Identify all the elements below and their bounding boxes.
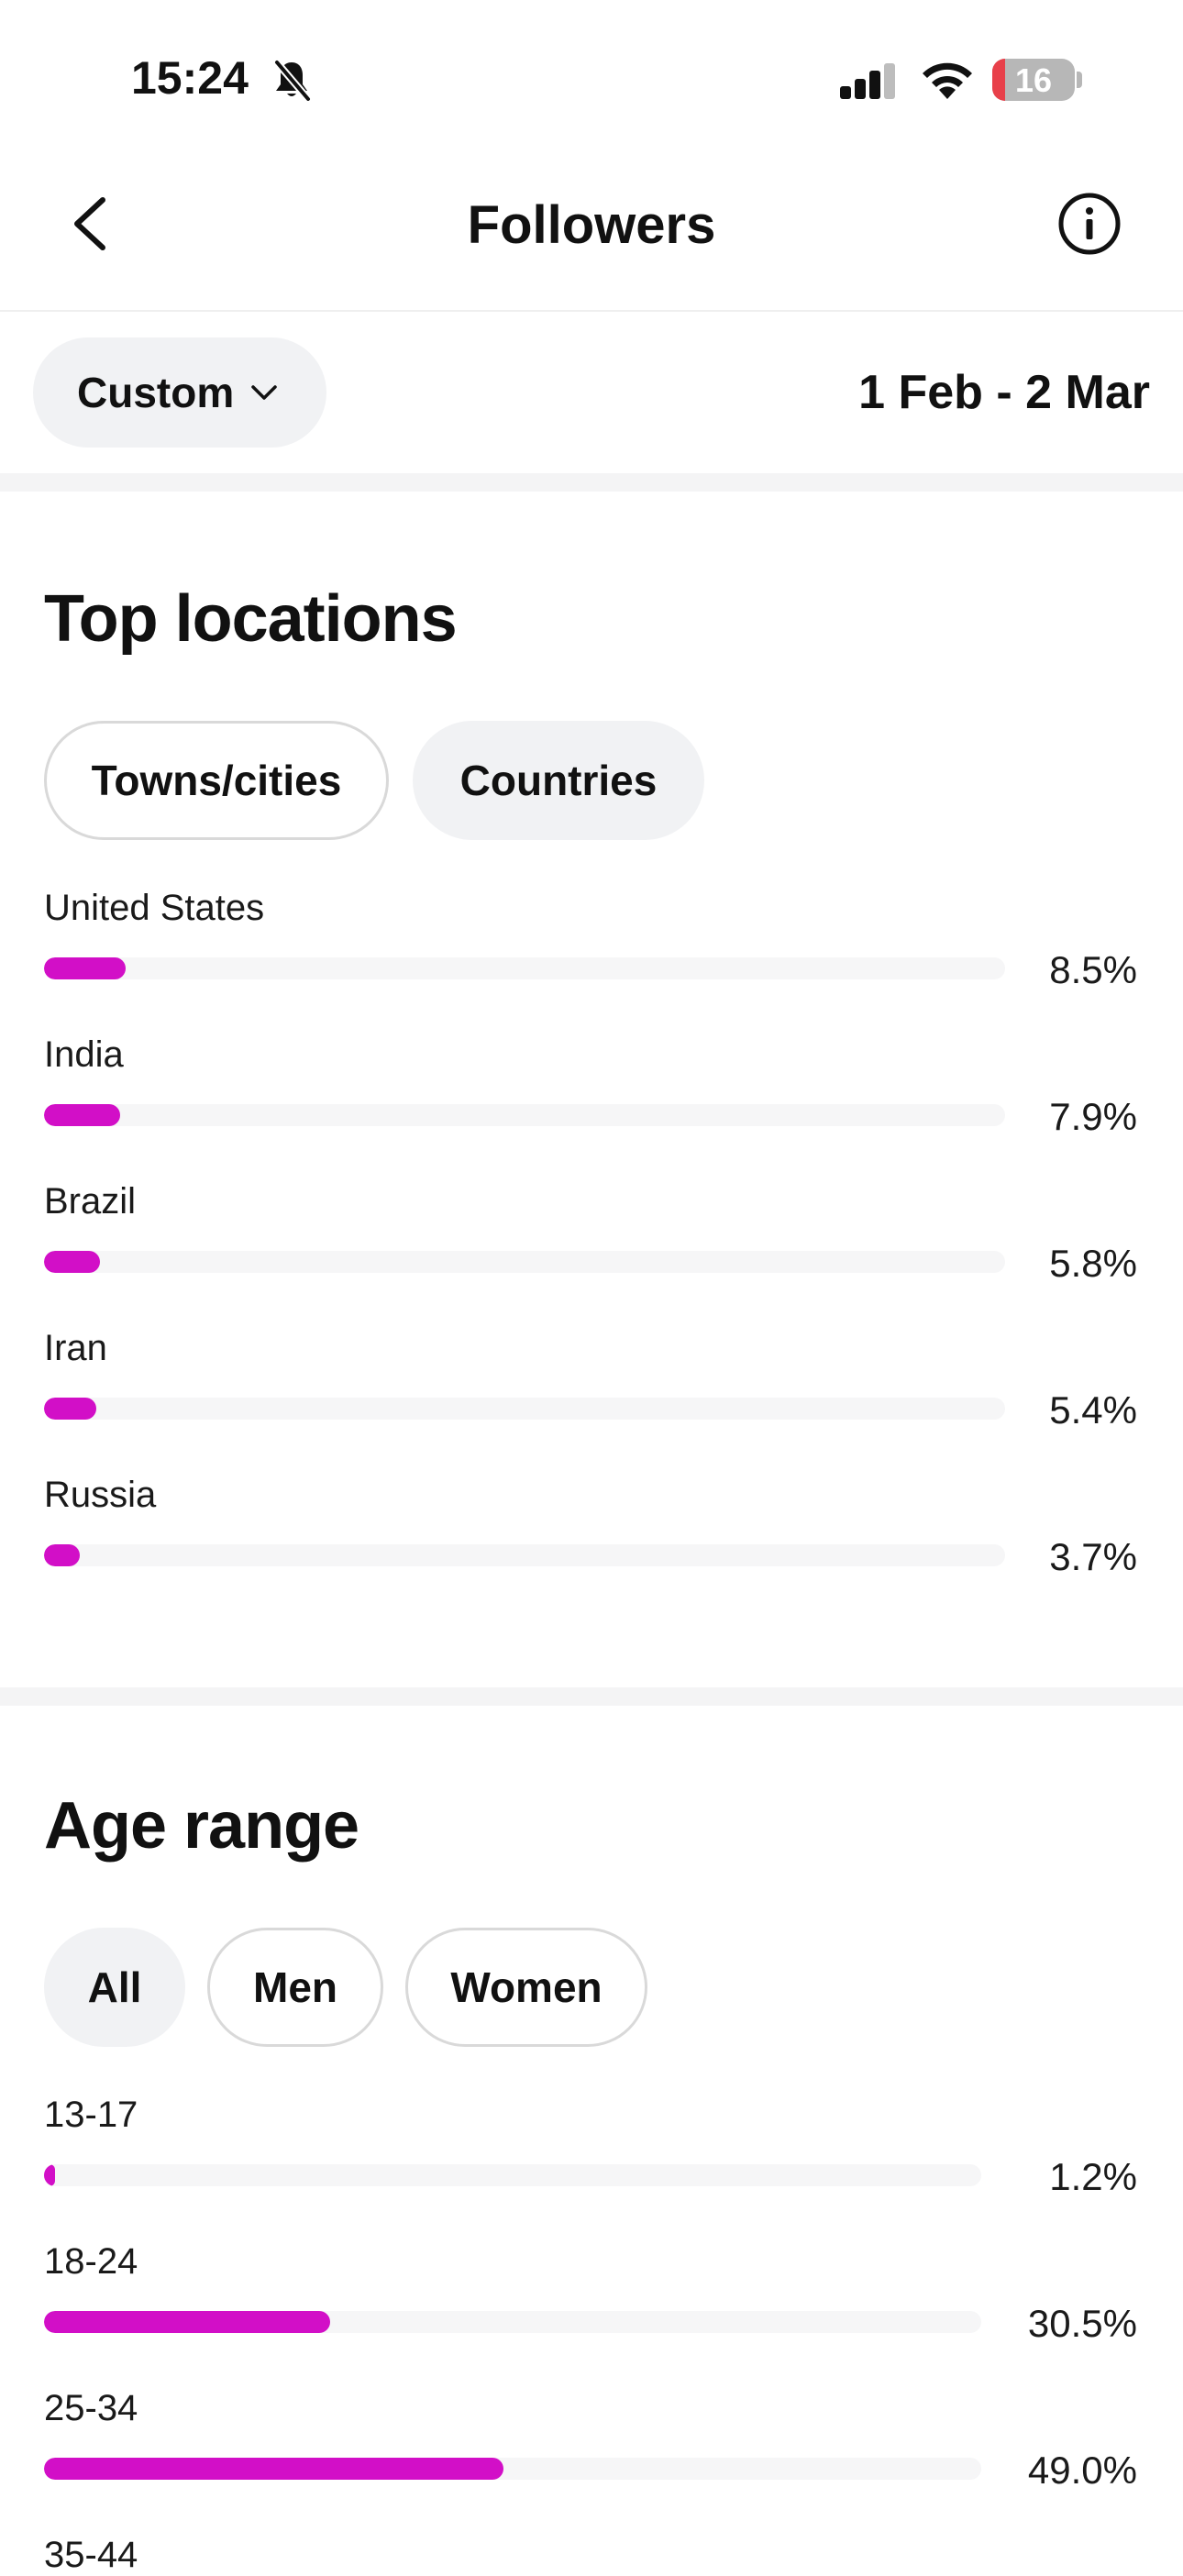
age-bar <box>44 2311 330 2333</box>
age-value: 30.5% <box>1027 2302 1137 2345</box>
battery-cap <box>1077 72 1082 88</box>
status-time: 15:24 <box>131 52 249 104</box>
info-icon[interactable] <box>1057 192 1122 256</box>
date-range-dropdown[interactable]: Custom <box>33 337 326 448</box>
battery-level: 16 <box>1014 61 1053 99</box>
bell-slash-icon <box>273 60 312 101</box>
location-label: United States <box>44 888 265 928</box>
tab-towns-cities[interactable]: Towns/cities <box>44 721 389 840</box>
location-label: Iran <box>44 1328 107 1368</box>
age-bar <box>44 2164 56 2186</box>
age-value: 49.0% <box>1027 2449 1137 2492</box>
age-label: 25-34 <box>44 2388 138 2428</box>
age-label: 13-17 <box>44 2095 138 2135</box>
date-range-text: 1 Feb - 2 Mar <box>858 366 1150 419</box>
page-title: Followers <box>467 195 716 255</box>
tab-all[interactable]: All <box>44 1928 185 2047</box>
wifi-icon <box>923 62 972 99</box>
location-bar <box>44 1544 80 1566</box>
location-bar-track <box>44 1251 1005 1273</box>
age-label: 35-44 <box>44 2535 138 2575</box>
location-value: 3.7% <box>1049 1535 1137 1578</box>
location-bar-track <box>44 1544 1005 1566</box>
age-label: 18-24 <box>44 2241 138 2282</box>
location-label: Brazil <box>44 1181 137 1222</box>
location-bar <box>44 1398 96 1420</box>
tab-countries[interactable]: Countries <box>413 721 704 840</box>
age-bar <box>44 2458 503 2480</box>
tab-women[interactable]: Women <box>405 1928 647 2047</box>
location-value: 7.9% <box>1049 1095 1137 1138</box>
location-bar-track <box>44 957 1005 979</box>
header-divider <box>0 310 1183 312</box>
section-divider <box>0 473 1183 492</box>
top-locations-title: Top locations <box>44 582 458 656</box>
location-value: 5.8% <box>1049 1242 1137 1285</box>
date-range-dropdown-label: Custom <box>77 369 235 416</box>
location-value: 8.5% <box>1049 948 1137 991</box>
location-value: 5.4% <box>1049 1388 1137 1432</box>
back-chevron-icon[interactable] <box>66 194 112 253</box>
location-bar-track <box>44 1104 1005 1126</box>
location-bar <box>44 1104 120 1126</box>
cellular-signal-icon <box>840 63 895 99</box>
location-bar-track <box>44 1398 1005 1420</box>
battery-icon: 16 <box>992 59 1075 101</box>
location-bar <box>44 957 127 979</box>
location-label: Russia <box>44 1475 157 1515</box>
location-bar <box>44 1251 100 1273</box>
age-bar-track <box>44 2164 981 2186</box>
age-bar-track <box>44 2458 981 2480</box>
age-bar-track <box>44 2311 981 2333</box>
age-value: 1.2% <box>1049 2155 1137 2198</box>
age-range-title: Age range <box>44 1789 359 1863</box>
location-label: India <box>44 1034 124 1075</box>
tab-men[interactable]: Men <box>207 1928 383 2047</box>
chevron-down-icon <box>251 385 277 400</box>
section-divider <box>0 1687 1183 1706</box>
